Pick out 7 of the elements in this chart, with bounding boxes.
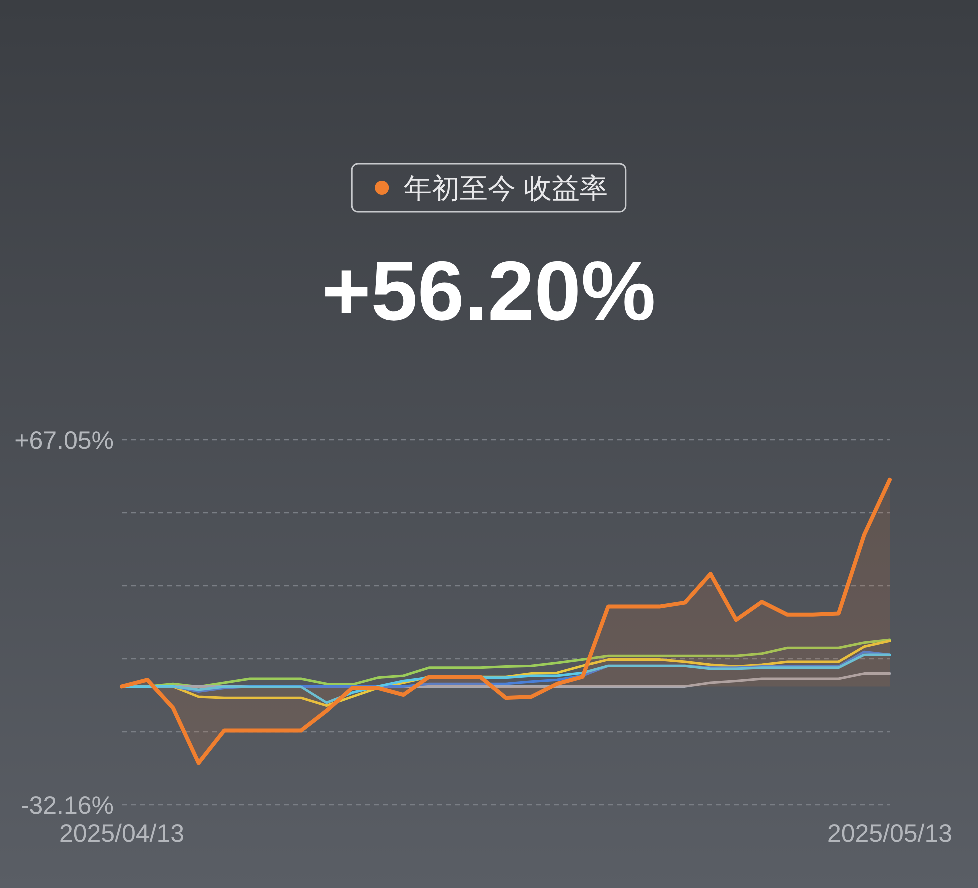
x-tick-label: 2025/04/13 [59, 820, 185, 848]
y-tick-label: +67.05% [14, 427, 114, 455]
y-tick-label: -32.16% [20, 792, 114, 820]
legend: 年初至今 收益率 [351, 163, 627, 213]
legend-label: 年初至今 收益率 [404, 173, 608, 204]
text: +56.20% [322, 244, 656, 338]
x-tick-label: 2025/05/13 [827, 820, 953, 848]
